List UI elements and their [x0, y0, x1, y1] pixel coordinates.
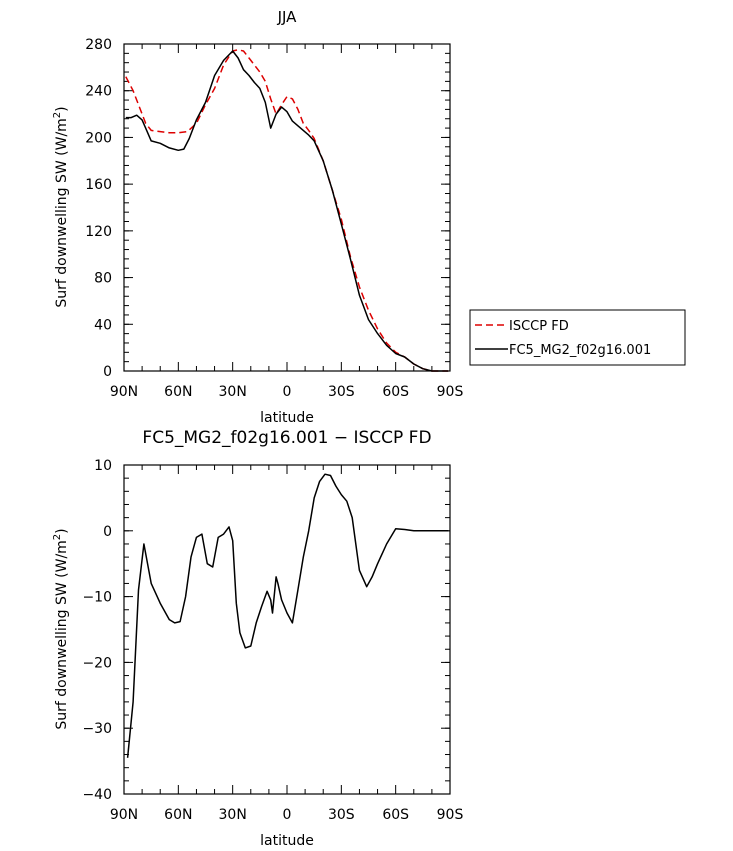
- x-tick-label: 0: [283, 384, 292, 400]
- y-tick-label: 40: [94, 317, 112, 333]
- bottom-x-axis-label: latitude: [260, 833, 314, 849]
- x-tick-label: 90S: [437, 384, 464, 400]
- y-tick-label: −40: [82, 787, 112, 803]
- legend-label-isccp: ISCCP FD: [509, 319, 569, 334]
- top-y-axis-label: Surf downwelling SW (W/m2): [52, 106, 70, 307]
- y-tick-label: 160: [85, 177, 112, 193]
- top-chart-title: JJA: [277, 8, 298, 26]
- bottom-chart-title: FC5_MG2_f02g16.001 − ISCCP FD: [142, 428, 431, 448]
- x-tick-label: 90N: [110, 807, 138, 823]
- top-y-tick-labels: 0 40 80 120 160 200 240 280: [85, 37, 112, 380]
- top-x-tick-labels: 90N 60N 30N 0 30S 60S 90S: [110, 384, 464, 400]
- x-tick-label: 30N: [219, 807, 247, 823]
- top-plot-frame: [123, 43, 451, 372]
- y-tick-label: 80: [94, 271, 112, 287]
- bottom-y-axis-label: Surf downwelling SW (W/m2): [52, 528, 70, 729]
- series-line-model: [125, 50, 449, 372]
- y-tick-label: 0: [103, 524, 112, 540]
- x-tick-label: 90S: [437, 807, 464, 823]
- legend-label-model: FC5_MG2_f02g16.001: [509, 343, 651, 358]
- x-tick-label: 30S: [328, 384, 355, 400]
- legend-box: [469, 309, 686, 366]
- x-tick-label: 60S: [382, 384, 409, 400]
- panel-top: JJA 90N 60N 30N 0 30S 60S 90S 0 40 80 120 160 200 24…: [52, 8, 686, 426]
- y-tick-label: −20: [82, 655, 112, 671]
- x-tick-label: 60S: [382, 807, 409, 823]
- y-tick-label: 120: [85, 224, 112, 240]
- bottom-plot-frame: [123, 464, 451, 795]
- y-tick-label: 10: [94, 458, 112, 474]
- x-tick-label: 60N: [164, 384, 192, 400]
- bottom-y-tick-labels: −40 −30 −20 −10 0 10: [82, 458, 112, 803]
- series-line-isccp: [125, 49, 449, 372]
- top-series-lines: [125, 49, 449, 372]
- bottom-x-tick-labels: 90N 60N 30N 0 30S 60S 90S: [110, 807, 464, 823]
- series-line-model: [126, 473, 449, 758]
- bottom-series-lines: [126, 473, 449, 758]
- bottom-axis-ticks: [123, 464, 451, 795]
- top-x-axis-label: latitude: [260, 410, 314, 426]
- y-tick-label: 0: [103, 364, 112, 380]
- y-tick-label: 280: [85, 37, 112, 53]
- y-tick-label: −10: [82, 590, 112, 606]
- y-tick-label: −30: [82, 721, 112, 737]
- y-tick-label: 240: [85, 84, 112, 100]
- top-axis-ticks: [123, 43, 451, 372]
- x-tick-label: 60N: [164, 807, 192, 823]
- x-tick-label: 0: [283, 807, 292, 823]
- x-tick-label: 30N: [219, 384, 247, 400]
- x-tick-label: 90N: [110, 384, 138, 400]
- legend: ISCCP FD FC5_MG2_f02g16.001: [469, 309, 686, 366]
- x-tick-label: 30S: [328, 807, 355, 823]
- y-tick-label: 200: [85, 130, 112, 146]
- panel-bottom: FC5_MG2_f02g16.001 − ISCCP FD 90N 60N 30N 0…: [52, 428, 463, 849]
